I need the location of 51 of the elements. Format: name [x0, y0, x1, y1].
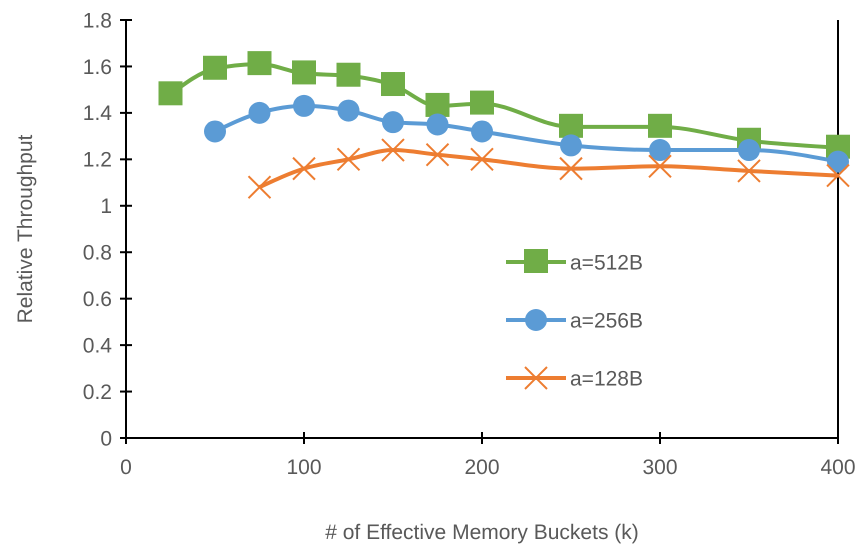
point [292, 156, 316, 181]
point [560, 134, 582, 156]
x-tick-label: 200 [464, 456, 500, 479]
legend-label: a=128B [570, 367, 643, 390]
y-tick-label: 1.4 [82, 102, 112, 126]
point [248, 51, 272, 76]
point [648, 154, 672, 178]
y-tick-label: 0 [100, 427, 112, 450]
point [292, 60, 316, 84]
y-tick-label: 0.8 [82, 242, 112, 265]
point [737, 158, 761, 183]
y-axis-title: Relative Throughput [14, 134, 37, 324]
point [381, 72, 405, 96]
point [738, 139, 760, 162]
y-tick-label: 0.4 [82, 334, 112, 358]
point [559, 114, 583, 138]
point [649, 139, 671, 162]
point [470, 90, 494, 115]
y-tick-label: 1 [100, 195, 112, 218]
point [382, 111, 404, 134]
point [248, 175, 272, 200]
x-tick-label: 0 [120, 456, 132, 479]
point [248, 102, 270, 124]
point [426, 92, 450, 117]
point [471, 120, 493, 142]
point [336, 62, 360, 87]
x-axis-title: # of Effective Memory Buckets (k) [325, 521, 639, 544]
point [559, 156, 583, 181]
point [426, 142, 450, 167]
legend-label: a=512B [570, 251, 643, 274]
x-tick-label: 300 [642, 456, 678, 479]
y-tick-label: 0.6 [82, 288, 112, 312]
point [827, 150, 849, 173]
point [204, 120, 226, 142]
y-tick-label: 1.2 [82, 148, 112, 172]
y-tick-label: 0.2 [82, 380, 112, 404]
y-tick-label: 1.6 [82, 56, 112, 79]
legend-label: a=256B [570, 309, 643, 332]
point [648, 114, 672, 138]
point [293, 94, 315, 117]
x-tick-label: 400 [820, 456, 856, 479]
point [470, 147, 494, 172]
point [338, 100, 360, 122]
x-tick-label: 100 [286, 456, 322, 479]
y-tick-label: 1.8 [82, 9, 112, 32]
point [158, 81, 182, 106]
point [203, 56, 227, 80]
point [381, 138, 405, 162]
point [426, 114, 448, 136]
point [826, 164, 850, 188]
point [336, 147, 360, 172]
